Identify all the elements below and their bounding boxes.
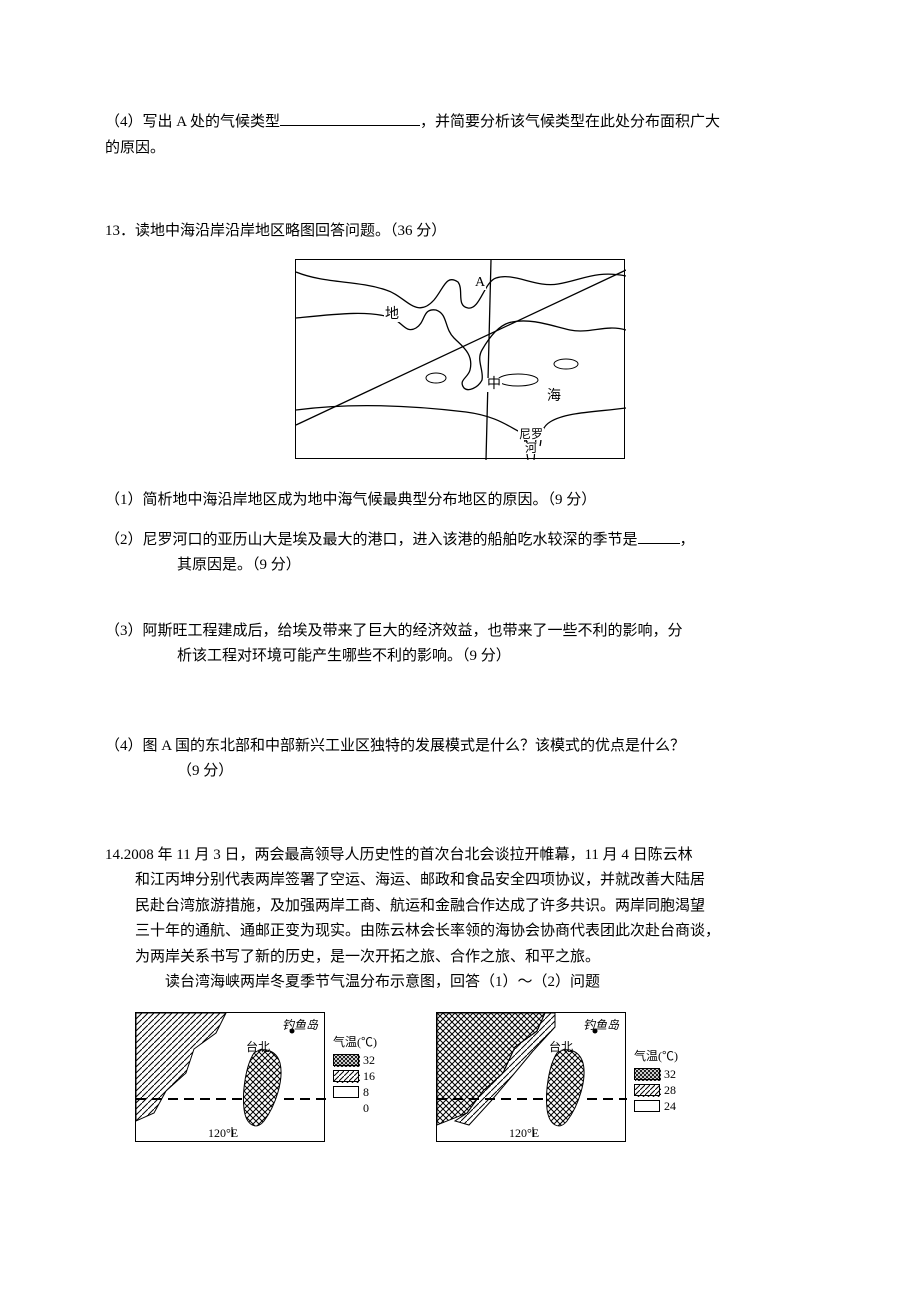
tw2-taipei: 台北 [549, 1041, 573, 1053]
q13-sub2a: （2）尼罗河口的亚历山大是埃及最大的港口，进入该港的船舶吃水较深的季节是 [105, 532, 638, 548]
legend1-title: 气温(℃) [333, 1032, 428, 1052]
q13-sub3: （3）阿斯旺工程建成后，给埃及带来了巨大的经济效益，也带来了一些不利的影响，分 … [105, 619, 815, 670]
question-13: 13．读地中海沿岸沿岸地区略图回答问题。（36 分） 地 A [105, 219, 815, 785]
q13-sub2-blank[interactable] [638, 529, 680, 544]
legend2-v2: 24 [664, 1096, 676, 1116]
question-14: 14.2008 年 11 月 3 日，两会最高领导人历史性的首次台北会谈拉开帷幕… [105, 843, 815, 1142]
map-label-sea1: 中 [486, 378, 502, 392]
map-label-land: 地 [384, 308, 400, 322]
legend2-title: 气温(℃) [634, 1046, 729, 1066]
map-label-sea2: 海 [546, 390, 562, 404]
q13-sub4a: （4）图 A 国的东北部和中部新兴工业区独特的发展模式是什么？该模式的优点是什么… [105, 738, 685, 754]
q14-p3: 民赴台湾旅游措施，及加强两岸工商、航运和金融合作达成了许多共识。两岸同胞渴望 [105, 894, 815, 920]
tw1-taipei: 台北 [246, 1041, 270, 1053]
map-label-river2: 河 [524, 442, 538, 454]
q14-read: 读台湾海峡两岸冬夏季节气温分布示意图，回答（1）～（2）问题 [105, 970, 815, 996]
legend1-v3: 0 [363, 1098, 369, 1118]
legend2-row-0: 32 [634, 1066, 729, 1082]
legend2-row-2: 24 [634, 1098, 729, 1114]
q4-prefix: （4）写出 A 处的气候类型 [105, 114, 280, 130]
q14-p4: 三十年的通航、通邮正变为现实。由陈云林会长率领的海协会协商代表团此次赴台商谈， [105, 919, 815, 945]
q13-sub2c: 其原因是。（9 分） [135, 553, 815, 579]
med-map-svg [296, 260, 626, 460]
q13-sub4b: （9 分） [135, 759, 815, 785]
swatch-cross-icon-2 [634, 1068, 660, 1080]
mediterranean-map: 地 A 中 海 尼罗 河 [295, 259, 625, 459]
q13-sub4: （4）图 A 国的东北部和中部新兴工业区独特的发展模式是什么？该模式的优点是什么… [105, 734, 815, 785]
map-label-a: A [474, 276, 486, 290]
swatch-diag-icon-2 [634, 1084, 660, 1096]
q13-sub3a: （3）阿斯旺工程建成后，给埃及带来了巨大的经济效益，也带来了一些不利的影响，分 [105, 623, 683, 639]
q14-p5: 为两岸关系书写了新的历史，是一次开拓之旅、合作之旅、和平之旅。 [105, 945, 815, 971]
q4-line2: 的原因。 [105, 136, 815, 162]
q13-sub3b: 析该工程对环境可能产生哪些不利的影响。（9 分） [135, 644, 815, 670]
q4-line1: （4）写出 A 处的气候类型 ，并简要分析该气候类型在此处分布面积广大 [105, 110, 815, 136]
legend-summer: 气温(℃) 32 28 24 [634, 1046, 729, 1136]
q13-sub2b: ， [680, 532, 695, 548]
q14-p2: 和江丙坤分别代表两岸签署了空运、海运、邮政和食品安全四项协议，并就改善大陆居 [105, 868, 815, 894]
q13-sub2: （2）尼罗河口的亚历山大是埃及最大的港口，进入该港的船舶吃水较深的季节是 ， 其原… [105, 528, 815, 579]
tw1-diaoyu: 钓鱼岛 [282, 1019, 318, 1031]
q13-figure: 地 A 中 海 尼罗 河 [105, 259, 815, 469]
tw2-diaoyu: 钓鱼岛 [583, 1019, 619, 1031]
legend1-row-2: 8 [333, 1084, 428, 1100]
taiwan-panel-winter: 钓鱼岛 台北 120°E [135, 1012, 325, 1142]
legend2-row-1: 28 [634, 1082, 729, 1098]
q4-blank[interactable] [280, 111, 420, 126]
question-4-fragment: （4）写出 A 处的气候类型 ，并简要分析该气候类型在此处分布面积广大 的原因。 [105, 110, 815, 161]
legend1-row-1: 16 [333, 1068, 428, 1084]
swatch-cross-icon [333, 1054, 359, 1066]
tw1-lon: 120°E [208, 1127, 238, 1139]
legend1-row-0: 32 [333, 1052, 428, 1068]
q14-p1: 14.2008 年 11 月 3 日，两会最高领导人历史性的首次台北会谈拉开帷幕… [105, 843, 815, 869]
taiwan-panel-summer: 钓鱼岛 台北 120°E [436, 1012, 626, 1142]
legend-winter: 气温(℃) 32 16 8 0 [333, 1032, 428, 1122]
swatch-diag-icon [333, 1070, 359, 1082]
map-label-river1: 尼罗 [518, 428, 544, 440]
q13-intro: 13．读地中海沿岸沿岸地区略图回答问题。（36 分） [105, 219, 815, 245]
swatch-blank-icon [333, 1086, 359, 1098]
q14-figure: 钓鱼岛 台北 120°E 气温(℃) 32 16 8 0 [105, 1012, 815, 1142]
q4-suffix: ，并简要分析该气候类型在此处分布面积广大 [420, 114, 720, 130]
q13-sub1: （1）简析地中海沿岸地区成为地中海气候最典型分布地区的原因。（9 分） [105, 488, 815, 514]
swatch-blank-icon-2 [634, 1100, 660, 1112]
legend1-row-3: 0 [333, 1100, 428, 1116]
tw2-lon: 120°E [509, 1127, 539, 1139]
